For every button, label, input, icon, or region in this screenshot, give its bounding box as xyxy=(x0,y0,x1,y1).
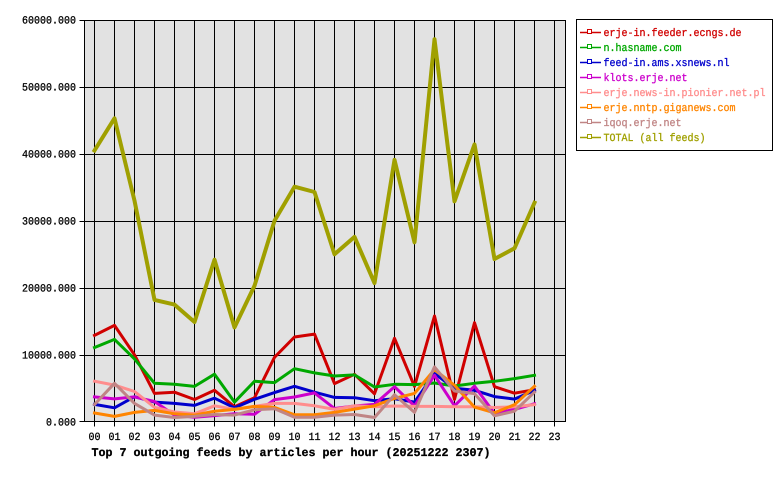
svg-text:03: 03 xyxy=(149,432,161,444)
svg-text:erje-in.feeder.ecngs.de: erje-in.feeder.ecngs.de xyxy=(604,28,742,40)
svg-text:23: 23 xyxy=(549,432,561,444)
svg-text:11: 11 xyxy=(309,432,321,444)
svg-text:00: 00 xyxy=(89,432,101,444)
svg-text:16: 16 xyxy=(409,432,421,444)
svg-text:15: 15 xyxy=(389,432,401,444)
svg-text:10000.000: 10000.000 xyxy=(22,351,76,363)
svg-text:20000.000: 20000.000 xyxy=(22,284,76,296)
svg-text:30000.000: 30000.000 xyxy=(22,217,76,229)
svg-text:04: 04 xyxy=(169,432,181,444)
svg-text:Top 7 outgoing feeds by articl: Top 7 outgoing feeds by articles per hou… xyxy=(92,446,491,460)
svg-text:17: 17 xyxy=(429,432,441,444)
svg-text:07: 07 xyxy=(229,432,241,444)
svg-text:19: 19 xyxy=(469,432,481,444)
svg-text:60000.000: 60000.000 xyxy=(22,16,76,28)
svg-text:20: 20 xyxy=(489,432,501,444)
svg-text:40000.000: 40000.000 xyxy=(22,150,76,162)
svg-text:n.hasname.com: n.hasname.com xyxy=(604,43,682,55)
svg-text:22: 22 xyxy=(529,432,541,444)
svg-text:50000.000: 50000.000 xyxy=(22,83,76,95)
svg-text:erje.news-in.pionier.net.pl: erje.news-in.pionier.net.pl xyxy=(604,88,766,100)
svg-text:06: 06 xyxy=(209,432,221,444)
svg-text:12: 12 xyxy=(329,432,341,444)
svg-text:18: 18 xyxy=(449,432,461,444)
svg-text:0.000: 0.000 xyxy=(46,418,76,430)
svg-text:TOTAL (all feeds): TOTAL (all feeds) xyxy=(604,133,706,145)
svg-text:05: 05 xyxy=(189,432,201,444)
svg-text:erje.nntp.giganews.com: erje.nntp.giganews.com xyxy=(604,103,736,115)
svg-text:02: 02 xyxy=(129,432,141,444)
svg-text:08: 08 xyxy=(249,432,261,444)
svg-text:21: 21 xyxy=(509,432,521,444)
svg-text:09: 09 xyxy=(269,432,281,444)
svg-text:iqoq.erje.net: iqoq.erje.net xyxy=(604,118,682,130)
svg-text:14: 14 xyxy=(369,432,381,444)
svg-text:10: 10 xyxy=(289,432,301,444)
svg-text:01: 01 xyxy=(109,432,121,444)
svg-text:13: 13 xyxy=(349,432,361,444)
svg-text:klots.erje.net: klots.erje.net xyxy=(604,73,688,85)
svg-text:feed-in.ams.xsnews.nl: feed-in.ams.xsnews.nl xyxy=(604,58,730,70)
